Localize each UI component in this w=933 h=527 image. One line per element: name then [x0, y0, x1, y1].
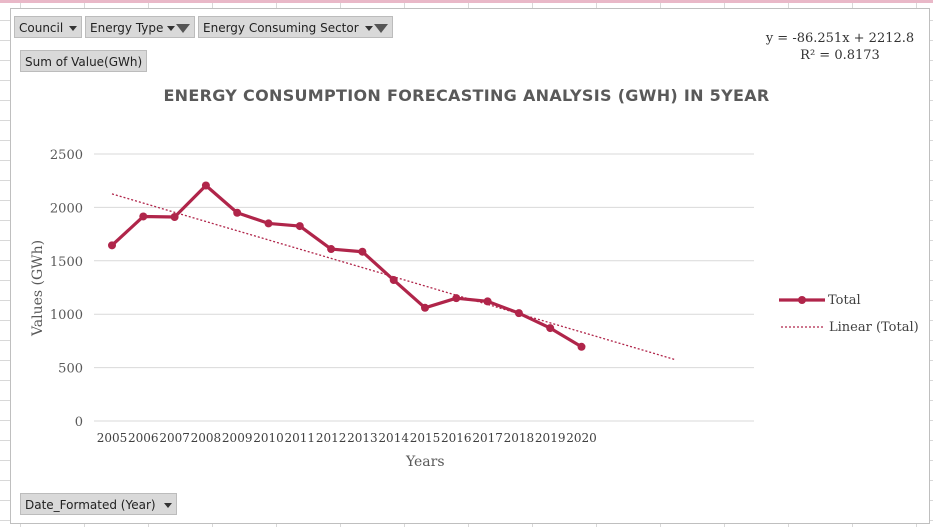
legend-marker-total: [798, 296, 806, 304]
data-point: [483, 297, 492, 306]
energy-sector-field-label: Energy Consuming Sector: [203, 21, 359, 35]
date-field-label: Date_Formated (Year): [25, 498, 156, 512]
chart-title: ENERGY CONSUMPTION FORECASTING ANALYSIS …: [163, 86, 770, 105]
x-tick-label: 2012: [316, 431, 347, 445]
data-point: [327, 245, 336, 254]
legend-label-linear: Linear (Total): [829, 320, 919, 335]
series-layer: [108, 181, 586, 351]
x-tick-label: 2011: [285, 431, 316, 445]
x-tick-label: 2008: [191, 431, 222, 445]
x-tick-label: 2019: [535, 431, 566, 445]
legend-label-total: Total: [828, 293, 861, 308]
data-point: [389, 276, 398, 285]
data-point: [514, 309, 523, 318]
value-field-label: Sum of Value(GWh): [25, 55, 143, 69]
y-tick-label: 1000: [50, 308, 83, 323]
chart-area[interactable]: [10, 8, 930, 524]
chevron-down-icon[interactable]: [163, 503, 172, 508]
y-tick-label: 1500: [50, 255, 83, 270]
data-point: [577, 342, 586, 351]
filter-icon[interactable]: [373, 24, 388, 33]
x-axis-title: Years: [406, 454, 445, 470]
x-tick-label: 2020: [566, 431, 597, 445]
x-tick-label: 2015: [410, 431, 441, 445]
chevron-down-icon[interactable]: [167, 26, 176, 31]
trendline-equation: y = -86.251x + 2212.8: [765, 31, 915, 46]
value-field-button[interactable]: Sum of Value(GWh): [20, 50, 148, 72]
x-tick-label: 2013: [347, 431, 378, 445]
data-point: [452, 294, 461, 303]
data-point: [108, 241, 116, 250]
council-field-button[interactable]: Council: [14, 16, 83, 38]
x-tick-label: 2005: [97, 431, 128, 445]
data-point: [139, 212, 148, 221]
energy-sector-field-button[interactable]: Energy Consuming Sector: [198, 16, 393, 38]
data-point: [358, 247, 367, 256]
filter-icon[interactable]: [176, 24, 191, 33]
council-field-label: Council: [19, 21, 64, 35]
data-point: [264, 219, 273, 228]
x-tick-label: 2009: [222, 431, 253, 445]
x-tick-label: 2018: [504, 431, 535, 445]
data-point: [233, 208, 242, 217]
y-tick-label: 2500: [50, 148, 83, 163]
x-tick-label: 2016: [441, 431, 472, 445]
date-field-button[interactable]: Date_Formated (Year): [20, 493, 177, 515]
chevron-down-icon[interactable]: [69, 26, 78, 31]
y-tick-label: 2000: [50, 201, 83, 216]
data-point: [546, 324, 555, 333]
chevron-down-icon[interactable]: [364, 26, 373, 31]
data-point: [201, 181, 210, 190]
data-point: [421, 303, 429, 312]
x-tick-labels: 2005 2006 2007 2008 2009 2010 2011 2012 2013 2014…: [97, 431, 597, 445]
y-tick-labels: 0 500 1000 1500 2000 2500: [50, 148, 83, 430]
x-tick-label: 2014: [378, 431, 409, 445]
legend: [779, 296, 825, 328]
gridlines: [94, 153, 754, 422]
energy-type-field-label: Energy Type: [90, 21, 164, 35]
y-tick-label: 0: [75, 415, 83, 430]
x-tick-label: 2006: [128, 431, 159, 445]
data-point: [295, 222, 304, 231]
data-point: [170, 213, 179, 222]
x-tick-label: 2017: [472, 431, 503, 445]
sheet-header-strip: [0, 0, 933, 3]
x-tick-label: 2010: [253, 431, 284, 445]
y-tick-label: 500: [58, 362, 83, 377]
series-line-total: [110, 183, 583, 349]
energy-type-field-button[interactable]: Energy Type: [85, 16, 196, 38]
trendline-r-squared: R² = 0.8173: [800, 48, 880, 63]
x-tick-label: 2007: [159, 431, 190, 445]
